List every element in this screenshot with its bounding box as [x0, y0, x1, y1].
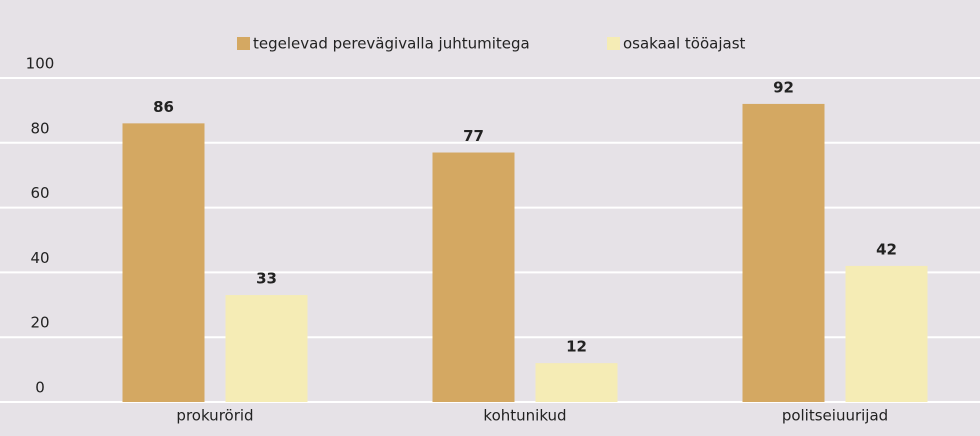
- legend-label: tegelevad perevägivalla juhtumitega: [253, 35, 530, 53]
- x-tick-label: politseiuurijad: [782, 407, 888, 425]
- value-label: 33: [256, 270, 277, 288]
- bar: [845, 265, 928, 402]
- legend-swatch: [607, 37, 620, 50]
- x-tick-label: kohtunikud: [483, 407, 566, 425]
- value-label: 12: [566, 338, 587, 356]
- bar: [535, 363, 618, 402]
- y-tick-label: 40: [30, 249, 49, 267]
- y-tick-label: 0: [35, 379, 45, 397]
- value-label: 77: [463, 127, 484, 145]
- bar: [225, 295, 308, 402]
- bar: [742, 103, 825, 403]
- value-label: 92: [773, 78, 794, 96]
- x-tick-label: prokurörid: [176, 407, 253, 425]
- bar: [432, 152, 515, 402]
- y-tick-label: 20: [30, 314, 49, 332]
- y-tick-label: 60: [30, 184, 49, 202]
- value-label: 42: [876, 240, 897, 258]
- legend-swatch: [237, 37, 250, 50]
- y-tick-label: 100: [26, 55, 55, 73]
- y-tick-label: 80: [30, 119, 49, 137]
- bar: [122, 123, 205, 403]
- legend-label: osakaal tööajast: [623, 35, 746, 53]
- value-label: 86: [153, 98, 174, 116]
